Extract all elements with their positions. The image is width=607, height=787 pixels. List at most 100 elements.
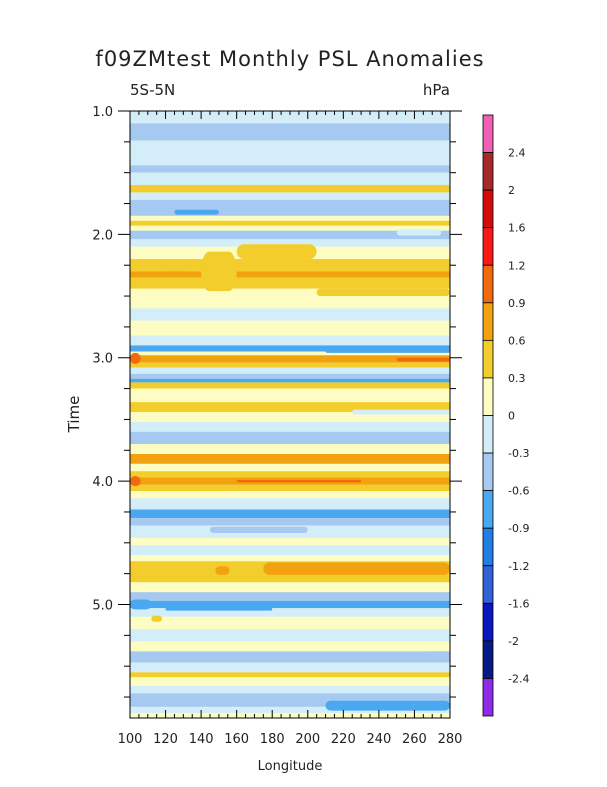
anomaly-band-56 xyxy=(130,651,450,663)
y-tick-label: 3.0 xyxy=(92,352,113,367)
colorbar-swatch-4 xyxy=(482,264,494,304)
anomaly-band-40 xyxy=(130,490,450,499)
anomaly-band-59 xyxy=(130,677,450,686)
anomaly-band-53 xyxy=(130,616,450,630)
anomaly-band-54 xyxy=(130,629,450,642)
colorbar-label: -2 xyxy=(508,635,519,648)
anomaly-band-8 xyxy=(130,215,450,221)
anomaly-band-49 xyxy=(130,582,450,593)
colorbar-swatch-1 xyxy=(482,152,494,191)
colorbar-label: -2.4 xyxy=(508,672,529,685)
colorbar-swatch-15 xyxy=(482,678,494,717)
anomaly-patch-10 xyxy=(325,349,450,353)
anomaly-patch-17 xyxy=(210,526,308,533)
x-tick-label: 220 xyxy=(331,732,356,747)
y-tick-label: 2.0 xyxy=(92,228,113,243)
colorbar-swatch-8 xyxy=(482,415,494,454)
colorbar-label: -0.9 xyxy=(508,522,529,535)
x-tick-label: 260 xyxy=(402,732,427,747)
anomaly-band-43 xyxy=(130,518,450,526)
anomaly-band-62 xyxy=(130,706,450,714)
x-tick-label: 160 xyxy=(224,732,249,747)
anomaly-band-10 xyxy=(130,225,450,231)
colorbar-label: 0 xyxy=(508,410,515,423)
anomaly-band-34 xyxy=(130,444,450,454)
anomaly-patch-9 xyxy=(174,209,219,215)
colorbar-swatch-10 xyxy=(482,490,494,529)
chart-right-subtitle: hPa xyxy=(423,81,450,99)
anomaly-band-42 xyxy=(130,509,450,519)
anomaly-band-31 xyxy=(130,412,450,422)
colorbar-label: 0.3 xyxy=(508,372,526,385)
colorbar-swatch-3 xyxy=(482,227,494,266)
y-axis-label: Time xyxy=(65,396,83,434)
x-tick-label: 180 xyxy=(260,732,285,747)
anomaly-band-3 xyxy=(130,165,450,173)
colorbar-label: -0.3 xyxy=(508,447,529,460)
colorbar: 2.4 2 1.6 1.2 0.9 0.6 0.3 0 -0.3 -0.6 -0.9 -1.2 -1.6… xyxy=(482,114,529,717)
colorbar-label: 0.6 xyxy=(508,334,526,347)
anomaly-band-2 xyxy=(130,140,450,166)
y-tick-label: 4.0 xyxy=(92,475,113,490)
chart-left-subtitle: 5S-5N xyxy=(130,81,175,99)
anomaly-band-21 xyxy=(130,345,450,352)
colorbar-label: -1.2 xyxy=(508,560,529,573)
anomaly-band-4 xyxy=(130,172,450,186)
anomaly-band-60 xyxy=(130,685,450,694)
anomaly-band-35 xyxy=(130,453,450,464)
anomaly-band-1 xyxy=(130,123,450,141)
anomaly-band-47 xyxy=(130,555,450,562)
plot-area xyxy=(130,111,450,718)
anomaly-patch-15 xyxy=(151,615,162,622)
anomaly-band-22 xyxy=(130,351,450,356)
anomaly-patch-11 xyxy=(396,357,450,362)
anomaly-band-19 xyxy=(130,320,450,336)
colorbar-swatch-6 xyxy=(482,339,494,379)
y-tick-label: 1.0 xyxy=(92,105,113,120)
y-tick-label: 5.0 xyxy=(92,598,113,613)
colorbar-label: -1.6 xyxy=(508,597,529,610)
anomaly-band-29 xyxy=(130,388,450,403)
colorbar-swatch-12 xyxy=(482,565,494,604)
anomaly-patch-18 xyxy=(352,409,450,415)
anomaly-band-12 xyxy=(130,239,450,247)
anomaly-band-18 xyxy=(130,308,450,321)
anomaly-patch-3 xyxy=(162,271,191,278)
x-tick-label: 120 xyxy=(153,732,178,747)
anomaly-patch-16 xyxy=(423,651,450,662)
x-axis-label: Longitude xyxy=(258,759,323,774)
colorbar-label: -0.6 xyxy=(508,485,529,498)
colorbar-swatch-7 xyxy=(482,377,494,416)
anomaly-band-16 xyxy=(130,277,450,289)
anomaly-band-32 xyxy=(130,421,450,432)
x-tick-label: 200 xyxy=(295,732,320,747)
anomaly-patch-2 xyxy=(130,599,152,610)
anomaly-band-46 xyxy=(130,545,450,556)
anomaly-band-23 xyxy=(130,355,450,363)
anomaly-band-15 xyxy=(130,271,450,278)
anomaly-patch-19 xyxy=(236,479,362,483)
anomaly-band-28 xyxy=(130,382,450,389)
anomaly-band-6 xyxy=(130,192,450,200)
anomaly-patch-6 xyxy=(316,288,450,297)
colorbar-swatch-5 xyxy=(482,302,494,341)
anomaly-patch-5 xyxy=(236,244,317,260)
colorbar-swatch-13 xyxy=(482,602,494,642)
x-tick-label: 280 xyxy=(438,732,463,747)
chart-title: f09ZMtest Monthly PSL Anomalies xyxy=(95,47,484,71)
anomaly-band-33 xyxy=(130,431,450,445)
anomaly-band-24 xyxy=(130,362,450,368)
colorbar-label: 2.4 xyxy=(508,147,526,160)
anomaly-patch-14 xyxy=(165,606,273,611)
anomaly-band-50 xyxy=(130,592,450,601)
anomaly-band-51 xyxy=(130,600,450,609)
colorbar-label: 2 xyxy=(508,184,515,197)
anomaly-patch-12 xyxy=(396,229,442,236)
anomaly-band-39 xyxy=(130,484,450,491)
colorbar-swatch-0 xyxy=(482,114,494,153)
anomaly-patch-8 xyxy=(215,566,230,575)
anomaly-band-26 xyxy=(130,373,450,379)
anomaly-band-20 xyxy=(130,335,450,346)
colorbar-label: 0.9 xyxy=(508,297,526,310)
anomaly-band-9 xyxy=(130,220,450,226)
